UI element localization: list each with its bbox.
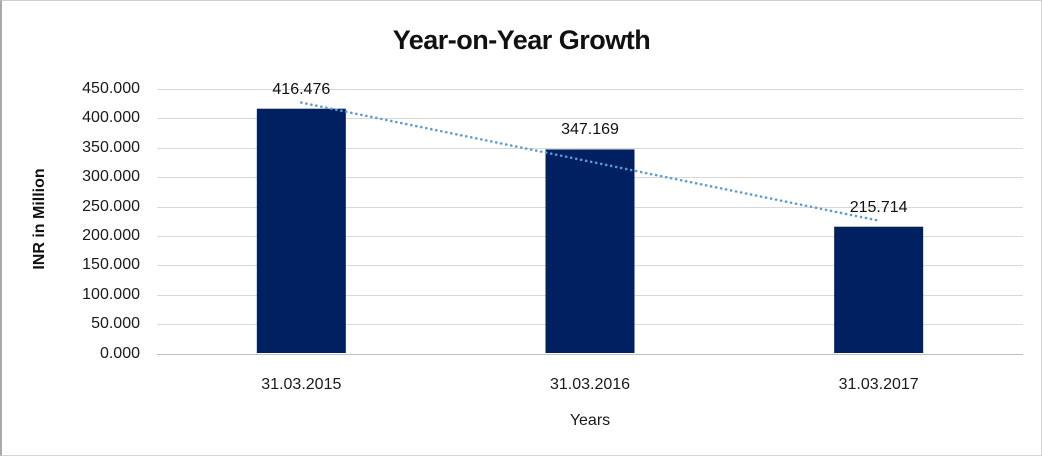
x-tick-label: 31.03.2017 [838,376,919,393]
data-label: 347.169 [561,121,619,139]
y-tick-label: 150.000 [82,256,140,274]
bar-31.03.2017 [834,226,924,353]
y-tick-label: 300.000 [82,168,140,186]
x-tick-label: 31.03.2016 [549,376,631,393]
data-label: 416.476 [272,80,331,98]
data-label: 215.714 [849,198,908,216]
chart-title: Year-on-Year Growth [392,25,651,55]
y-tick-label: 450.000 [82,80,140,97]
y-tick-label: 400.000 [82,109,140,127]
y-tick-label: 100.000 [82,285,140,303]
y-tick-label: 0.000 [99,344,140,362]
y-tick-label: 200.000 [82,226,140,244]
x-tick-label: 31.03.2015 [261,376,342,393]
x-axis-title: Years [569,412,611,429]
y-tick-label: 250.000 [82,197,140,215]
trendline [300,101,880,222]
bar-31.03.2016 [545,149,635,353]
bar-31.03.2015 [256,108,346,354]
y-tick-label: 350.000 [82,138,140,156]
y-tick-label: 50.000 [91,315,140,333]
